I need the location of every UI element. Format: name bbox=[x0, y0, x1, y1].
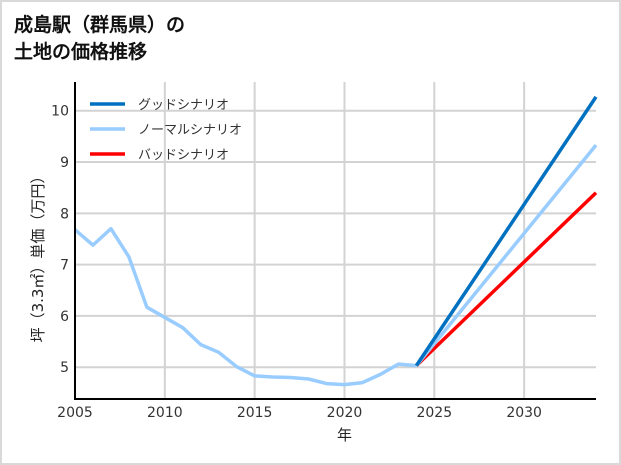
y-tick-label: 5 bbox=[60, 360, 69, 376]
x-tick-label: 2020 bbox=[327, 405, 363, 421]
axes bbox=[74, 82, 596, 400]
y-tick-label: 6 bbox=[60, 309, 69, 325]
series-line bbox=[73, 226, 417, 387]
y-tick-label: 8 bbox=[60, 206, 69, 222]
data-lines bbox=[73, 95, 598, 387]
x-tick-label: 2025 bbox=[416, 405, 452, 421]
y-tick-label: 9 bbox=[60, 155, 69, 171]
x-tick-label: 2015 bbox=[237, 405, 273, 421]
tick-labels: 2005 2010 2015 2020 2025 2030 5 6 7 8 9 10 bbox=[51, 104, 542, 421]
x-tick-label: 2030 bbox=[506, 405, 542, 421]
x-axis-label: 年 bbox=[337, 426, 352, 444]
x-tick-label: 2010 bbox=[147, 405, 183, 421]
legend-label: ノーマルシナリオ bbox=[138, 123, 242, 138]
title-line-1: 成島駅（群馬県）の bbox=[14, 14, 186, 36]
y-tick-label: 10 bbox=[51, 104, 69, 120]
legend-label: バッドシナリオ bbox=[138, 148, 229, 163]
grid-lines bbox=[74, 82, 596, 399]
chart-title: 成島駅（群馬県）の 土地の価格推移 bbox=[14, 12, 185, 66]
series-line bbox=[414, 143, 598, 367]
series-line bbox=[414, 95, 598, 367]
series-line bbox=[415, 191, 598, 367]
x-tick-label: 2005 bbox=[57, 405, 93, 421]
y-axis-label: 坪（3.3㎡）単価（万円） bbox=[29, 169, 47, 343]
legend-label: グッドシナリオ bbox=[138, 98, 229, 113]
title-line-2: 土地の価格推移 bbox=[14, 41, 148, 63]
y-tick-label: 7 bbox=[60, 258, 69, 274]
